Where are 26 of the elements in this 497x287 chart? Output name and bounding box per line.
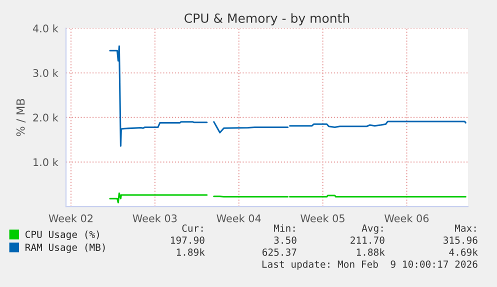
legend-label: CPU Usage (%) [26,230,99,240]
y-tick-label: 2.0 k [33,113,58,122]
text: 315.96 [444,236,478,244]
text: 1.89k [176,248,205,256]
text: Min: [274,224,295,232]
y-tick-label: 3.0 k [33,68,58,77]
text: 3.50 [274,236,296,244]
x-tick-label: Week 02 [48,214,93,222]
x-tick-label: Week 04 [216,214,261,222]
text: Avg: [362,224,383,234]
text: Max: [454,224,476,232]
text: 211.70 [350,236,384,244]
x-tick-label: Week 05 [300,214,344,222]
chart-title: CPU & Memory - by month [184,13,350,26]
text: Last update: Mon Feb 9 10:00:17 2026 [262,260,478,270]
text: Cur: [182,224,203,232]
legend-label: RAM Usage (MB) [26,243,105,253]
y-axis-title: % / MB [16,98,26,136]
text: 4.69k [449,248,478,256]
y-tick-label: 1.0 k [34,158,58,166]
text: 625.37 [262,248,296,256]
y-tick-label: 4.0 k [32,24,58,32]
x-tick-label: Week 03 [132,214,177,222]
text: 1.88k [356,248,385,256]
text: 197.90 [171,236,204,244]
x-tick-label: Week 06 [384,214,429,222]
